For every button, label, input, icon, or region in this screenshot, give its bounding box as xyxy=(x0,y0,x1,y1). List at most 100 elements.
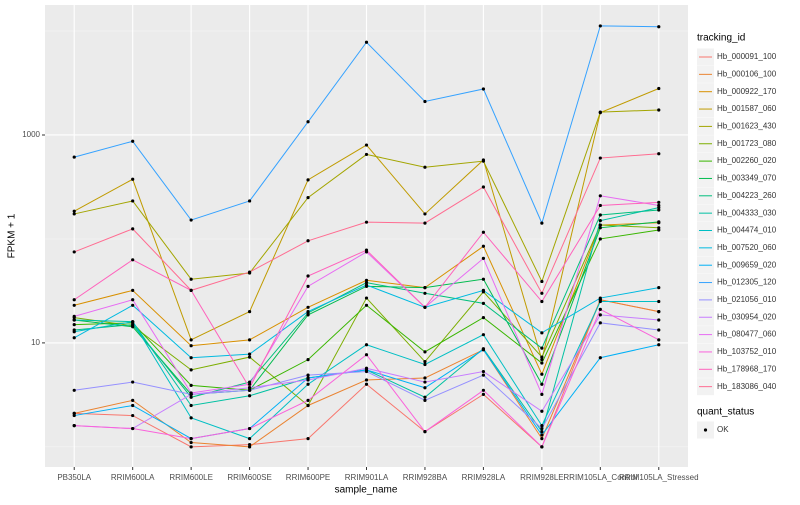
data-point xyxy=(131,199,135,203)
data-point xyxy=(131,258,135,262)
data-point xyxy=(540,372,544,376)
data-point xyxy=(364,296,369,300)
data-point xyxy=(598,226,602,230)
data-point xyxy=(72,318,76,322)
data-point xyxy=(657,318,661,322)
data-point xyxy=(540,433,544,437)
legend-label: Hb_001587_060 xyxy=(717,104,777,113)
data-point xyxy=(481,373,486,377)
data-point xyxy=(306,398,310,402)
data-point xyxy=(131,303,135,307)
data-point xyxy=(131,322,135,327)
data-point xyxy=(540,424,544,428)
data-point xyxy=(306,403,310,408)
data-point xyxy=(364,278,369,282)
data-point xyxy=(657,203,661,208)
data-point xyxy=(540,361,544,365)
y-axis-title: FPKM + 1 xyxy=(7,213,18,258)
data-point xyxy=(423,376,427,380)
data-point xyxy=(189,437,193,441)
data-point xyxy=(131,227,135,231)
data-point xyxy=(72,250,76,254)
data-point xyxy=(540,430,544,434)
data-point xyxy=(481,256,486,260)
data-point xyxy=(598,356,602,360)
data-point xyxy=(481,301,486,305)
legend-label: Hb_004333_030 xyxy=(717,208,777,217)
data-point xyxy=(72,336,76,340)
data-point xyxy=(247,394,252,398)
legend-label: Hb_007520_060 xyxy=(717,243,777,252)
data-point xyxy=(540,382,544,386)
data-point xyxy=(189,288,193,292)
data-point xyxy=(598,24,602,28)
data-point xyxy=(306,373,310,377)
data-point xyxy=(189,416,193,420)
data-point xyxy=(247,338,252,342)
data-point xyxy=(540,346,544,350)
data-point xyxy=(72,209,76,213)
data-point xyxy=(423,360,427,364)
data-point xyxy=(306,274,310,278)
data-point xyxy=(540,331,544,335)
data-point xyxy=(72,388,76,392)
data-point xyxy=(423,350,427,354)
data-point xyxy=(306,358,310,362)
x-tick-label: RRIM928LA xyxy=(462,473,506,482)
data-point xyxy=(657,228,661,232)
data-point xyxy=(247,445,252,449)
data-point xyxy=(540,426,544,431)
legend-label: Hb_183086_040 xyxy=(717,382,777,391)
data-point xyxy=(423,395,427,399)
data-point xyxy=(540,299,544,304)
y-tick-label: 10 xyxy=(31,338,40,347)
x-tick-label: RRIM928LE xyxy=(520,473,564,482)
data-point xyxy=(247,270,252,274)
data-point xyxy=(72,330,76,334)
legend-point xyxy=(703,428,708,432)
data-point xyxy=(189,277,193,281)
data-point xyxy=(306,284,310,288)
data-point xyxy=(540,279,544,284)
data-point xyxy=(657,206,661,210)
data-point xyxy=(540,291,544,295)
data-point xyxy=(423,291,427,295)
data-point xyxy=(657,299,661,304)
data-point xyxy=(131,413,135,418)
data-point xyxy=(189,368,193,372)
legend-label: Hb_021056_010 xyxy=(717,295,777,304)
data-point xyxy=(423,362,427,367)
data-point xyxy=(364,303,369,307)
legend-label: Hb_000091_100 xyxy=(717,52,777,61)
data-point xyxy=(598,203,602,208)
data-point xyxy=(247,426,252,431)
x-tick-label: RRIM105LA_Stressed xyxy=(619,473,699,482)
data-point xyxy=(423,386,427,390)
data-point xyxy=(131,403,135,408)
data-point xyxy=(598,219,602,223)
data-point xyxy=(364,283,369,287)
data-point xyxy=(481,87,486,91)
data-point xyxy=(131,288,135,292)
legend-label: Hb_178968_170 xyxy=(717,364,777,373)
data-point xyxy=(131,380,135,384)
data-point xyxy=(72,303,76,307)
data-point xyxy=(364,369,369,374)
data-point xyxy=(598,156,602,160)
data-point xyxy=(364,220,369,224)
data-point xyxy=(306,310,310,314)
data-point xyxy=(481,244,486,248)
data-point xyxy=(657,86,661,91)
legend-label: Hb_012305_120 xyxy=(717,278,777,287)
data-point xyxy=(657,152,661,156)
data-point xyxy=(481,230,486,234)
data-point xyxy=(306,382,310,386)
data-point xyxy=(72,322,76,327)
data-point xyxy=(540,392,544,396)
data-point xyxy=(540,409,544,413)
data-point xyxy=(598,307,602,312)
data-point xyxy=(364,366,369,370)
data-point xyxy=(598,321,602,325)
data-point xyxy=(306,239,310,243)
data-point xyxy=(481,392,486,396)
